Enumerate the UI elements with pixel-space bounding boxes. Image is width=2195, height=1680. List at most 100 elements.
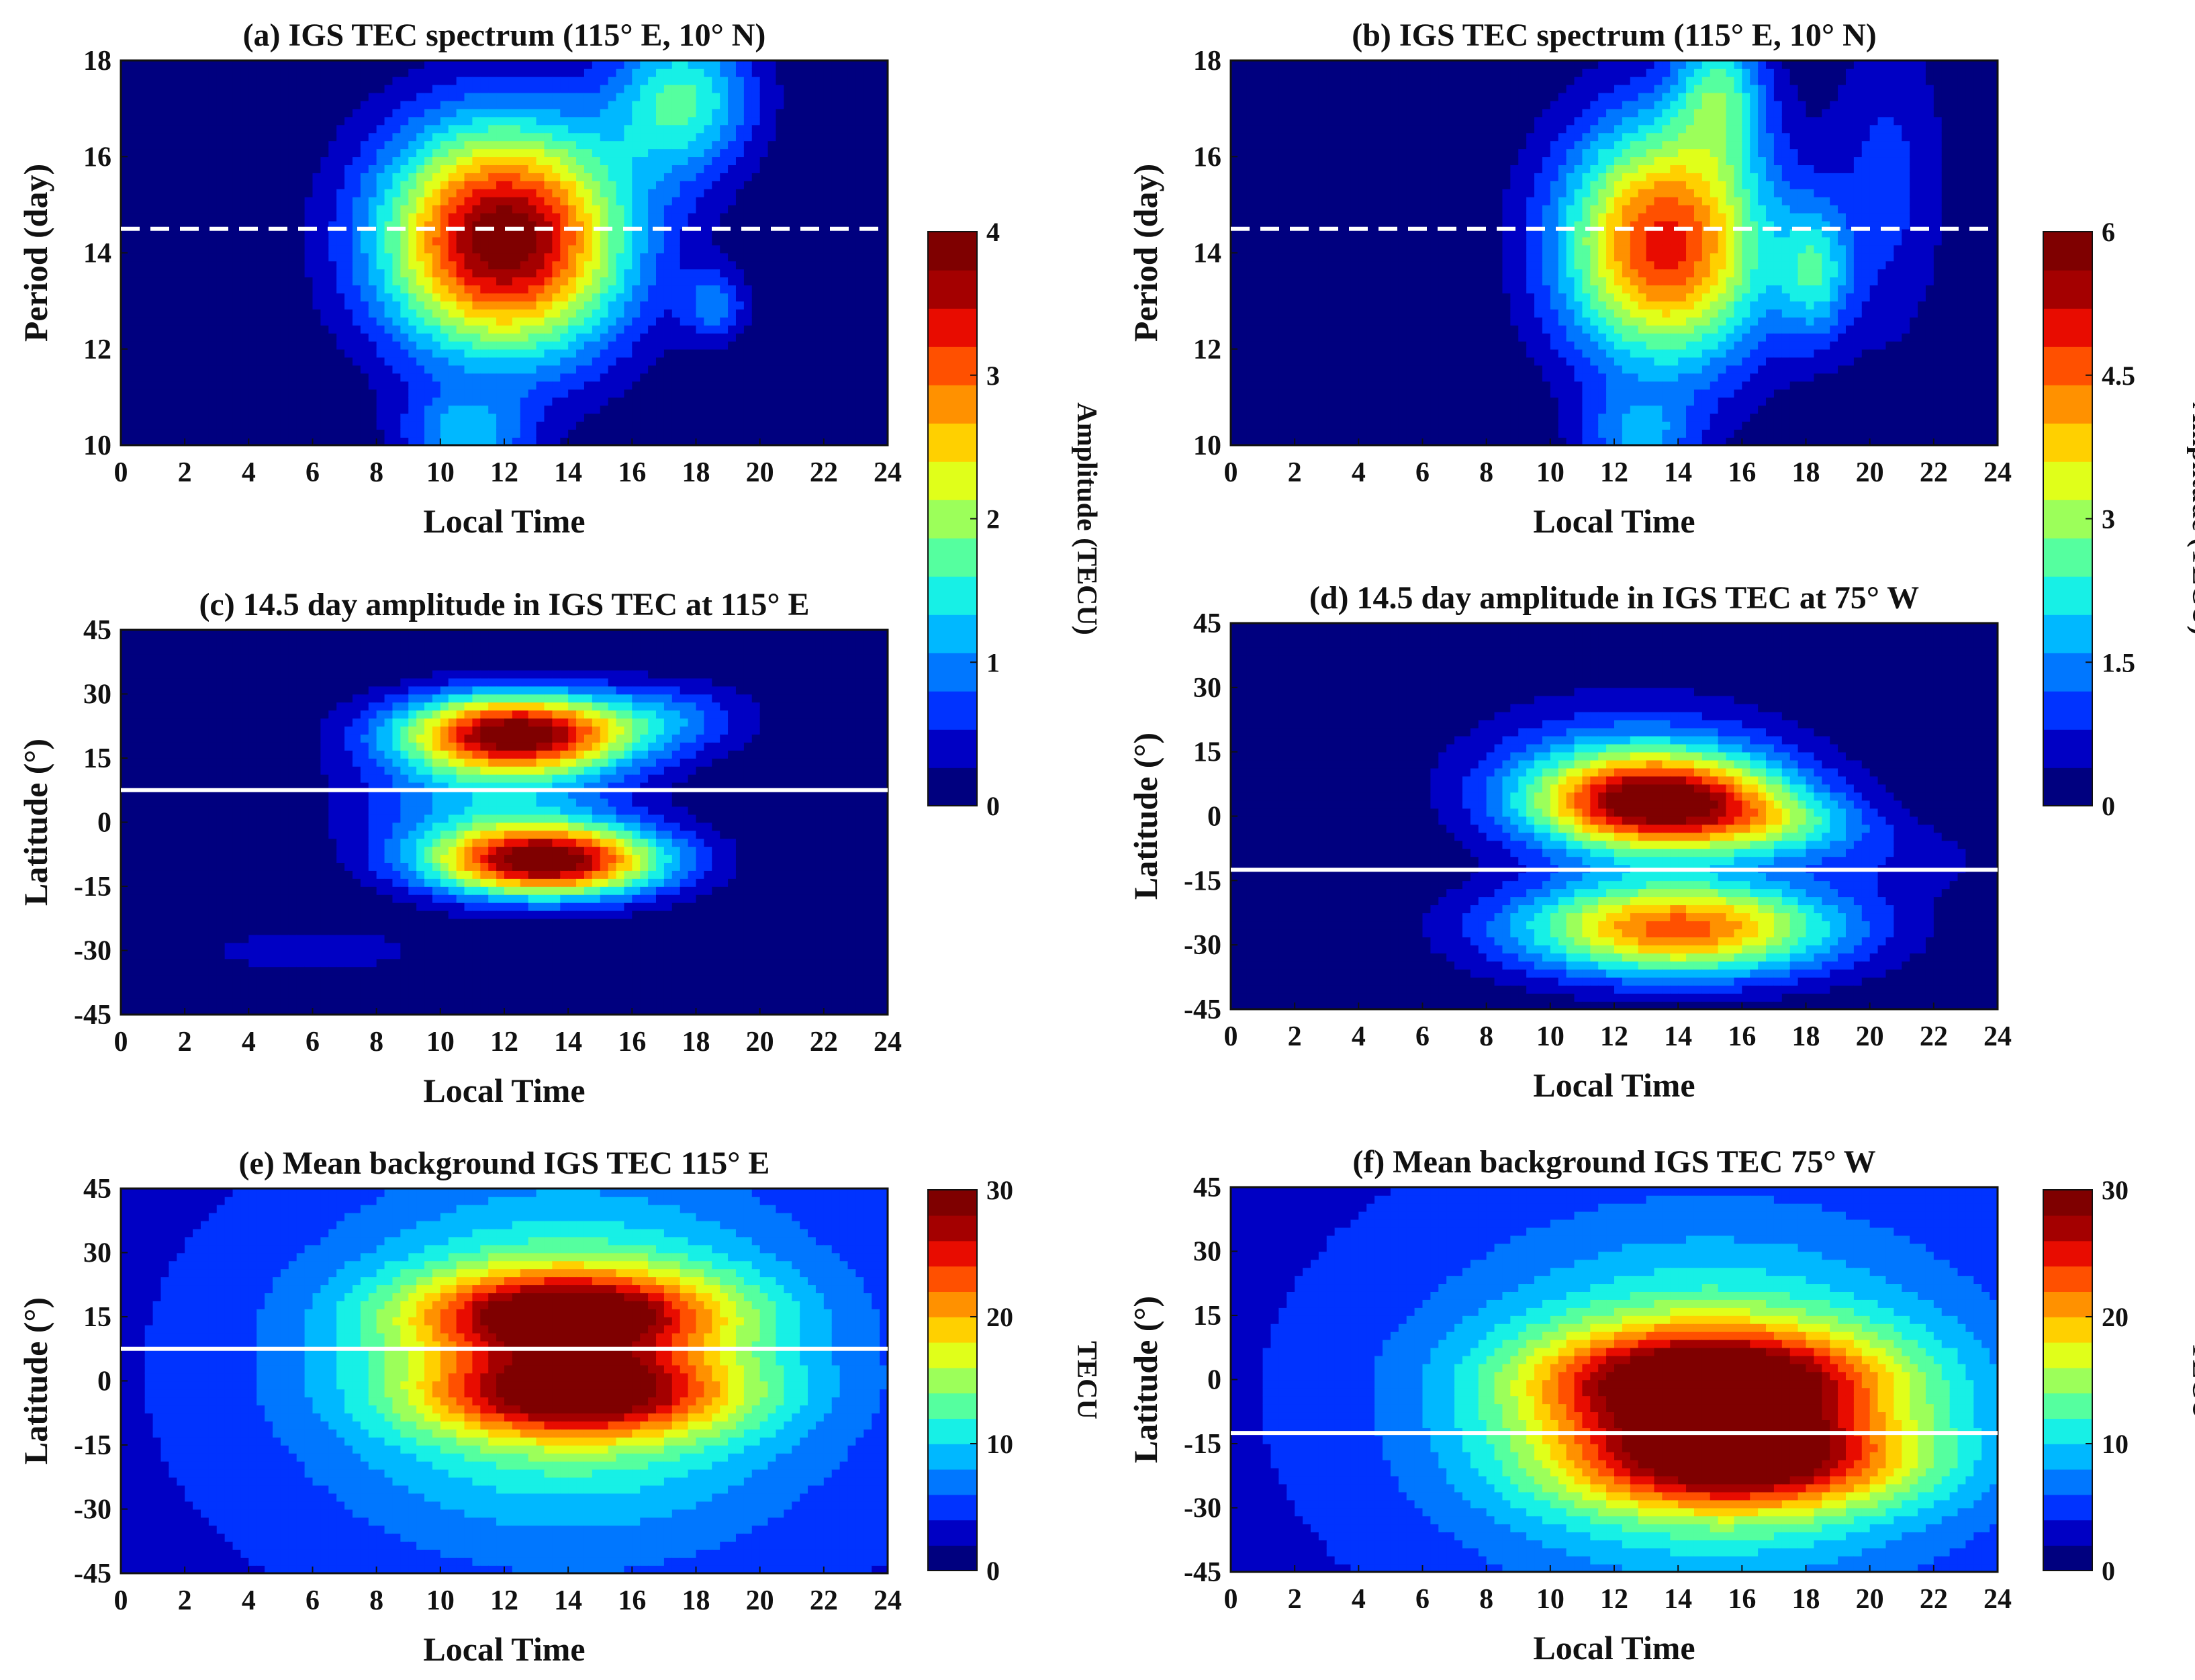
heatmap-cell <box>416 125 425 134</box>
heatmap-cell <box>424 317 433 326</box>
heatmap-cell <box>432 85 441 93</box>
heatmap-cell <box>225 429 234 438</box>
heatmap-cell <box>145 317 154 326</box>
heatmap-cell <box>273 101 281 109</box>
heatmap-cell <box>281 253 289 262</box>
heatmap-cell <box>320 325 329 334</box>
heatmap-cell <box>320 397 329 406</box>
heatmap-cell <box>225 213 234 222</box>
heatmap-cell <box>265 148 273 157</box>
heatmap-cell <box>217 156 226 165</box>
heatmap-cell <box>217 132 226 141</box>
heatmap-cell <box>201 397 209 406</box>
heatmap-cell <box>289 213 297 222</box>
heatmap-cell <box>432 109 441 118</box>
heatmap-cell <box>177 189 185 197</box>
heatmap-cell <box>313 109 322 118</box>
heatmap-cell <box>432 237 441 246</box>
heatmap-cell <box>305 317 314 326</box>
heatmap-cell <box>353 349 361 358</box>
heatmap-cell <box>377 165 385 173</box>
heatmap-cell <box>392 421 401 430</box>
heatmap-cell <box>281 325 289 334</box>
heatmap-cell <box>297 205 306 214</box>
heatmap-cell <box>256 221 265 230</box>
heatmap-cell <box>361 213 369 222</box>
heatmap-cell <box>369 205 377 214</box>
heatmap-cell <box>353 285 361 293</box>
heatmap-cell <box>185 77 193 85</box>
heatmap-cell <box>305 325 314 334</box>
heatmap-cell <box>137 389 146 398</box>
heatmap-cell <box>145 213 154 222</box>
heatmap-cell <box>281 413 289 422</box>
heatmap-cell <box>121 261 130 269</box>
heatmap-cell <box>400 140 409 149</box>
heatmap-cell <box>265 397 273 406</box>
heatmap-cell <box>121 309 130 318</box>
heatmap-cell <box>185 381 193 390</box>
heatmap-cell <box>424 60 433 69</box>
heatmap-cell <box>392 365 401 374</box>
heatmap-cell <box>193 365 201 374</box>
heatmap-cell <box>137 277 146 285</box>
heatmap-cell <box>248 101 257 109</box>
heatmap-cell <box>256 285 265 293</box>
heatmap-cell <box>201 173 209 181</box>
heatmap-cell <box>336 93 345 101</box>
heatmap-cell <box>265 317 273 326</box>
heatmap-cell <box>400 132 409 141</box>
heatmap-cell <box>240 68 249 77</box>
heatmap-cell <box>233 173 242 181</box>
heatmap-cell <box>377 93 385 101</box>
heatmap-cell <box>201 309 209 318</box>
heatmap-cell <box>400 397 409 406</box>
heatmap-cell <box>385 189 393 197</box>
heatmap-cell <box>248 68 257 77</box>
heatmap-cell <box>256 132 265 141</box>
heatmap-cell <box>377 205 385 214</box>
heatmap-cell <box>353 309 361 318</box>
heatmap-cell <box>392 181 401 189</box>
heatmap-cell <box>281 333 289 342</box>
heatmap-cell <box>408 341 417 350</box>
heatmap-cell <box>129 117 138 126</box>
heatmap-cell <box>121 132 130 141</box>
heatmap-cell <box>153 60 162 69</box>
heatmap-cell <box>361 293 369 301</box>
heatmap-cell <box>169 381 177 390</box>
heatmap-cell <box>273 93 281 101</box>
heatmap-cell <box>153 277 162 285</box>
heatmap-cell <box>169 229 177 238</box>
heatmap-cell <box>424 325 433 334</box>
heatmap-cell <box>400 341 409 350</box>
heatmap-cell <box>201 261 209 269</box>
heatmap-cell <box>209 93 218 101</box>
heatmap-cell <box>344 205 353 214</box>
heatmap-cell <box>137 85 146 93</box>
heatmap-cell <box>385 381 393 390</box>
heatmap-cell <box>153 197 162 205</box>
heatmap-cell <box>328 309 337 318</box>
heatmap-cell <box>201 117 209 126</box>
heatmap-cell <box>289 237 297 246</box>
heatmap-cell <box>377 413 385 422</box>
heatmap-cell <box>217 277 226 285</box>
heatmap-cell <box>305 173 314 181</box>
heatmap-cell <box>169 101 177 109</box>
heatmap-cell <box>336 109 345 118</box>
heatmap-cell <box>289 109 297 118</box>
heatmap-cell <box>193 301 201 310</box>
heatmap-cell <box>416 93 425 101</box>
heatmap-cell <box>432 117 441 126</box>
heatmap-cell <box>344 189 353 197</box>
heatmap-cell <box>408 357 417 366</box>
heatmap-cell <box>169 181 177 189</box>
heatmap-cell <box>129 189 138 197</box>
heatmap-cell <box>344 197 353 205</box>
heatmap-cell <box>121 277 130 285</box>
heatmap-cell <box>377 293 385 301</box>
heatmap-cell <box>377 221 385 230</box>
heatmap-cell <box>233 397 242 406</box>
heatmap-cell <box>217 285 226 293</box>
